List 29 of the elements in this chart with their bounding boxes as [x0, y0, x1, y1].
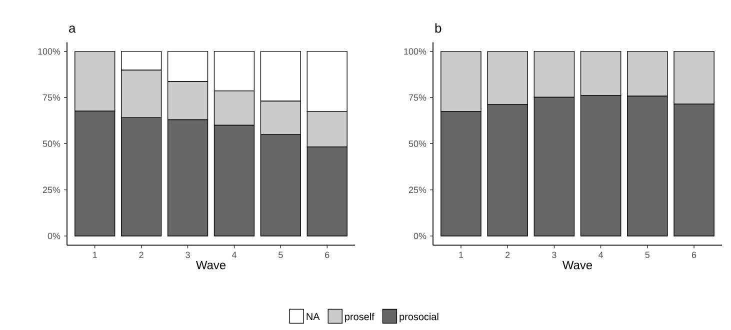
- x-tick-label: 4: [232, 252, 236, 258]
- x-tick-label: 6: [325, 252, 330, 258]
- y-tick-label: 100%: [38, 48, 60, 55]
- y-tick-label: 0%: [414, 232, 426, 240]
- y-tick-label: 25%: [42, 186, 60, 194]
- y-tick-label: 50%: [42, 140, 60, 147]
- x-tick-label: 5: [645, 252, 650, 258]
- y-tick-label: 25%: [408, 186, 426, 194]
- y-tick-label: 75%: [42, 94, 60, 101]
- x-tick-label: 3: [552, 252, 556, 258]
- x-tick-label: 4: [598, 252, 604, 258]
- legend-label: NA: [306, 313, 320, 320]
- x-tick-label: 2: [139, 252, 144, 258]
- x-tick-label: 1: [459, 252, 464, 258]
- x-tick-label: 1: [93, 252, 97, 258]
- y-tick-label: 75%: [408, 94, 426, 101]
- y-tick-label: 50%: [408, 140, 426, 147]
- x-tick-label: 3: [186, 252, 190, 258]
- x-tick-label: 5: [278, 252, 283, 258]
- legend-label: prosocial: [400, 312, 438, 322]
- x-tick-label: 2: [506, 252, 510, 258]
- y-tick-label: 100%: [404, 48, 426, 55]
- chart-title: a: [69, 26, 76, 33]
- y-tick-label: 0%: [48, 232, 60, 240]
- chart-title: b: [435, 23, 442, 33]
- x-tick-label: 6: [692, 252, 696, 258]
- x-axis-title: Wave: [196, 260, 226, 270]
- x-axis-title: Wave: [562, 260, 592, 270]
- legend-label: proself: [345, 312, 374, 322]
